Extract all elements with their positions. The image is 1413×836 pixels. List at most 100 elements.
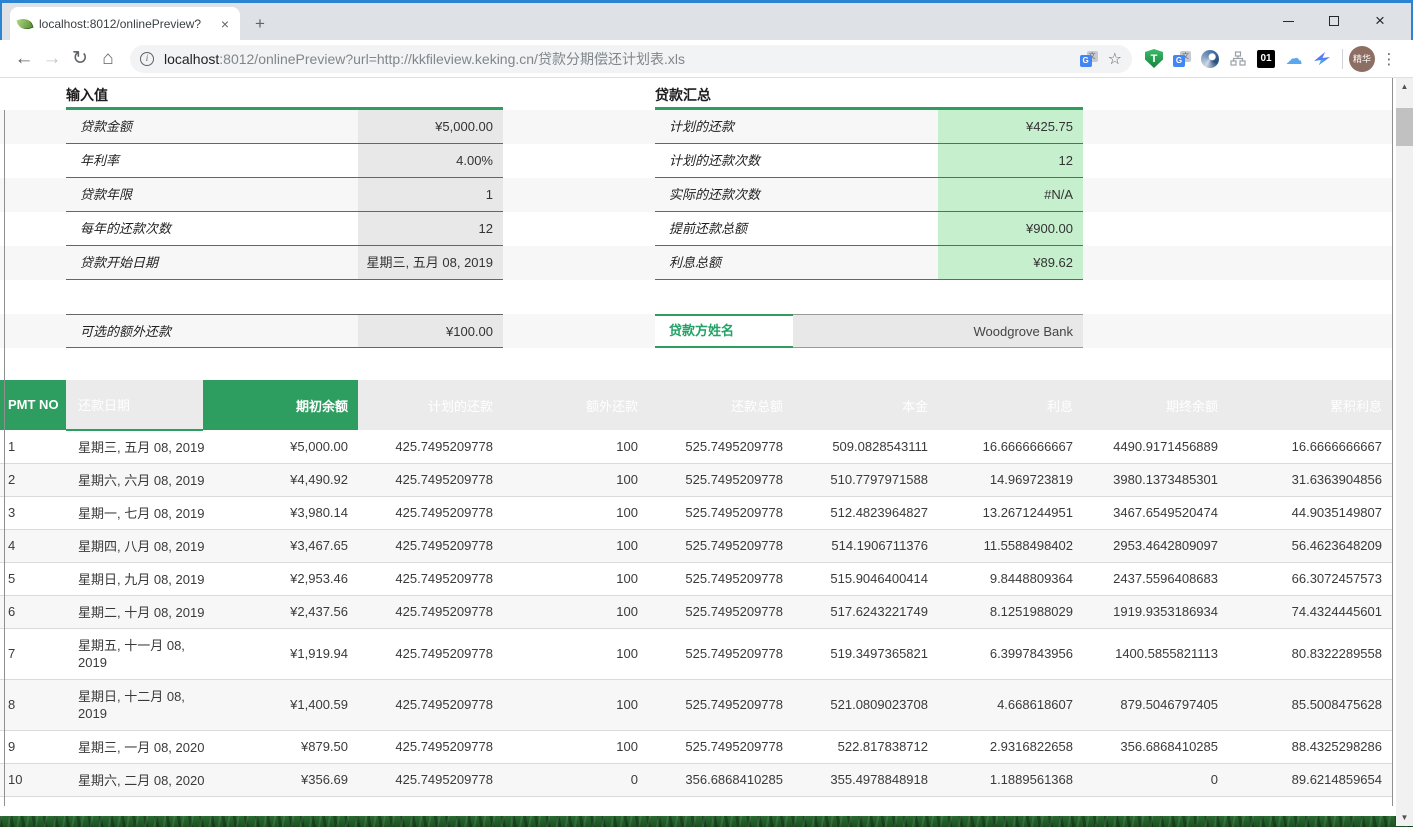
table-cell: 13.2671244951 (938, 496, 1083, 529)
table-row: 1星期三, 五月 08, 2019¥5,000.00425.7495209778… (0, 430, 1392, 463)
back-button[interactable]: ← (10, 45, 38, 73)
summary-label: 利息总额 (655, 246, 938, 280)
table-cell: 1 (0, 430, 66, 463)
table-cell: 0 (1083, 763, 1228, 796)
table-cell: 100 (503, 463, 648, 496)
column-header: 累积利息 (1228, 380, 1392, 430)
table-cell: 88.4325298286 (1228, 730, 1392, 763)
table-row: 8星期日, 十二月 08, 2019¥1,400.59425.749520977… (0, 679, 1392, 730)
table-cell: 425.7495209778 (358, 595, 503, 628)
translate-page-icon[interactable]: 文G (1080, 51, 1098, 67)
extension-shield-icon[interactable]: T (1140, 45, 1168, 73)
input-section-title: 输入值 (66, 85, 108, 105)
window-controls: × (1265, 7, 1403, 35)
table-cell: 525.7495209778 (648, 628, 793, 679)
table-cell: 31.6363904856 (1228, 463, 1392, 496)
input-summary-rows: 贷款金额¥5,000.00计划的还款¥425.75年利率4.00%计划的还款次数… (0, 110, 1413, 280)
table-cell: 6 (0, 595, 66, 628)
extension-translate-icon[interactable]: 文G (1168, 45, 1196, 73)
table-row: 7星期五, 十一月 08, 2019¥1,919.94425.749520977… (0, 628, 1392, 679)
sheet-row: 每年的还款次数12提前还款总额¥900.00 (0, 212, 1392, 246)
bookmark-star-icon[interactable]: ☆ (1108, 49, 1122, 69)
table-cell: 425.7495209778 (358, 529, 503, 562)
table-cell: 星期日, 十二月 08, 2019 (66, 679, 203, 730)
table-cell: 510.7797971588 (793, 463, 938, 496)
home-button[interactable]: ⌂ (94, 45, 122, 73)
tab-close-icon[interactable]: × (218, 16, 232, 32)
extension-cloud-icon[interactable]: ☁ (1280, 45, 1308, 73)
column-header: 计划的还款 (358, 380, 503, 430)
table-cell: 星期三, 五月 08, 2019 (66, 430, 203, 463)
table-cell: 85.5008475628 (1228, 679, 1392, 730)
table-cell: 425.7495209778 (358, 463, 503, 496)
table-cell: 425.7495209778 (358, 679, 503, 730)
scrollbar-thumb[interactable] (1396, 108, 1413, 146)
sheet-right-gridline (1392, 78, 1393, 806)
summary-label: 计划的还款 (655, 110, 938, 144)
table-cell: 89.6214859654 (1228, 763, 1392, 796)
table-cell: ¥2,953.46 (203, 562, 358, 595)
table-row: 2星期六, 六月 08, 2019¥4,490.92425.7495209778… (0, 463, 1392, 496)
table-cell: 525.7495209778 (648, 430, 793, 463)
profile-avatar[interactable]: 精华 (1349, 46, 1375, 72)
browser-menu-icon[interactable]: ⋮ (1375, 45, 1403, 73)
maximize-button[interactable] (1311, 8, 1357, 34)
column-header: 利息 (938, 380, 1083, 430)
table-cell: 879.5046797405 (1083, 679, 1228, 730)
table-cell: 4.668618607 (938, 679, 1083, 730)
extension-01-badge-icon[interactable]: 01 (1252, 45, 1280, 73)
table-cell: 425.7495209778 (358, 496, 503, 529)
close-window-button[interactable]: × (1357, 8, 1403, 34)
summary-value: ¥89.62 (938, 246, 1083, 280)
vertical-scrollbar[interactable]: ▲ ▼ (1396, 78, 1413, 826)
input-value: ¥5,000.00 (358, 110, 503, 144)
amortization-table: PMT NO还款日期期初余额计划的还款额外还款还款总额本金利息期终余额累积利息 … (0, 380, 1392, 797)
table-cell: 100 (503, 730, 648, 763)
tab-title: localhost:8012/onlinePreview? (39, 17, 211, 31)
table-cell: 11.5588498402 (938, 529, 1083, 562)
minimize-button[interactable] (1265, 8, 1311, 34)
table-cell: 16.6666666667 (1228, 430, 1392, 463)
scroll-down-button[interactable]: ▼ (1396, 809, 1413, 826)
tab-strip: localhost:8012/onlinePreview? × + × (0, 3, 1413, 40)
table-cell: 525.7495209778 (648, 562, 793, 595)
table-cell: 515.9046400414 (793, 562, 938, 595)
input-label: 年利率 (66, 144, 358, 178)
table-cell: ¥3,467.65 (203, 529, 358, 562)
extension-sitemap-icon[interactable] (1224, 45, 1252, 73)
empty-row (0, 280, 1392, 314)
table-cell: 1919.9353186934 (1083, 595, 1228, 628)
table-cell: 9.8448809364 (938, 562, 1083, 595)
table-cell: 4490.9171456889 (1083, 430, 1228, 463)
column-header: 还款总额 (648, 380, 793, 430)
input-label: 贷款金额 (66, 110, 358, 144)
table-cell: 425.7495209778 (358, 430, 503, 463)
table-cell: 80.8322289558 (1228, 628, 1392, 679)
sheet-row: 年利率4.00%计划的还款次数12 (0, 144, 1392, 178)
page-info-icon[interactable]: i (140, 52, 154, 66)
table-header-row: PMT NO还款日期期初余额计划的还款额外还款还款总额本金利息期终余额累积利息 (0, 380, 1392, 430)
table-cell: 56.4623648209 (1228, 529, 1392, 562)
kkfileview-leaf-favicon-icon (16, 16, 33, 32)
forward-button[interactable]: → (38, 45, 66, 73)
summary-value: ¥900.00 (938, 212, 1083, 246)
scroll-up-button[interactable]: ▲ (1396, 78, 1413, 95)
table-cell: ¥356.69 (203, 763, 358, 796)
extension-swirl-icon[interactable] (1196, 45, 1224, 73)
address-bar[interactable]: i localhost:8012/onlinePreview?url=http:… (130, 45, 1132, 73)
toolbar-divider (1342, 49, 1343, 69)
sheet-left-gridline (4, 110, 5, 806)
browser-window: localhost:8012/onlinePreview? × + × ← → … (0, 0, 1413, 836)
table-cell: 7 (0, 628, 66, 679)
reload-button[interactable]: ↻ (66, 45, 94, 73)
table-cell: 8.1251988029 (938, 595, 1083, 628)
table-cell: 100 (503, 679, 648, 730)
table-cell: 525.7495209778 (648, 496, 793, 529)
lender-name-label: 贷款方姓名 (655, 314, 793, 348)
browser-tab[interactable]: localhost:8012/onlinePreview? × (10, 7, 240, 40)
new-tab-button[interactable]: + (246, 11, 274, 37)
table-cell: 44.9035149807 (1228, 496, 1392, 529)
table-row: 9星期三, 一月 08, 2020¥879.50425.749520977810… (0, 730, 1392, 763)
extension-bird-icon[interactable] (1308, 45, 1336, 73)
column-header: 额外还款 (503, 380, 648, 430)
